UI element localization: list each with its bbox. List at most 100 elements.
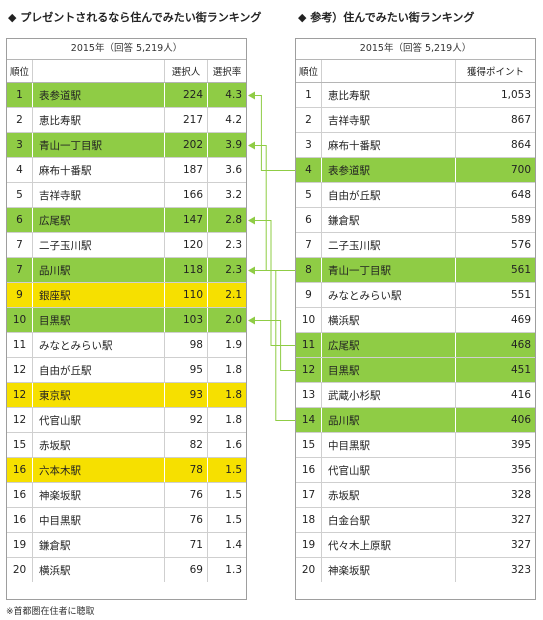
table-row: 7 二子玉川駅 576: [296, 233, 535, 258]
points-cell: 323: [510, 564, 531, 576]
left-header-rank: 順位: [7, 60, 33, 82]
station-cell: 代々木上原駅: [322, 533, 456, 557]
rank-cell: 13: [296, 383, 322, 407]
rank-cell: 10: [7, 308, 33, 332]
station-cell: 品川駅: [33, 258, 165, 282]
table-row: 19 鎌倉駅 71 1.4: [7, 533, 246, 558]
rank-cell: 20: [296, 558, 322, 582]
rank-cell: 12: [296, 358, 322, 382]
table-row: 8 青山一丁目駅 561: [296, 258, 535, 283]
rank-cell: 12: [7, 408, 33, 432]
station-cell: 自由が丘駅: [322, 183, 456, 207]
rank-cell: 16: [7, 458, 33, 482]
station-cell: 恵比寿駅: [33, 108, 165, 132]
rate-cell: 3.2: [225, 189, 242, 201]
table-row: 10 目黒駅 103 2.0: [7, 308, 246, 333]
rank-cell: 7: [296, 233, 322, 257]
rank-cell: 16: [7, 508, 33, 532]
rate-cell: 2.8: [225, 214, 242, 226]
table-row: 12 目黒駅 451: [296, 358, 535, 383]
table-row: 14 品川駅 406: [296, 408, 535, 433]
left-rows: 1 表参道駅 224 4.3 2 恵比寿駅 217 4.2 3 青山一丁目駅 202 3.9 4 麻布十番…: [7, 83, 246, 582]
rank-cell: 7: [7, 258, 33, 282]
station-cell: 神楽坂駅: [33, 483, 165, 507]
table-row: 9 みなとみらい駅 551: [296, 283, 535, 308]
rank-cell: 5: [7, 183, 33, 207]
table-row: 3 麻布十番駅 864: [296, 133, 535, 158]
right-year-label: 2015年（回答 5,219人）: [296, 39, 535, 60]
table-row: 20 神楽坂駅 323: [296, 558, 535, 582]
rate-cell: 1.8: [225, 364, 242, 376]
points-cell: 867: [510, 114, 531, 126]
points-cell: 648: [510, 189, 531, 201]
table-row: 5 吉祥寺駅 166 3.2: [7, 183, 246, 208]
people-cell: 224: [165, 83, 208, 107]
rate-cell: 4.2: [225, 114, 242, 126]
points-cell: 576: [510, 239, 531, 251]
rank-cell: 19: [296, 533, 322, 557]
left-header-name: [33, 60, 165, 82]
rank-cell: 9: [7, 283, 33, 307]
station-cell: 銀座駅: [33, 283, 165, 307]
points-cell: 327: [510, 514, 531, 526]
table-row: 6 鎌倉駅 589: [296, 208, 535, 233]
station-cell: 目黒駅: [322, 358, 456, 382]
people-cell: 202: [165, 133, 208, 157]
station-cell: 白金台駅: [322, 508, 456, 532]
footnote: ※首都圏在住者に聴取: [6, 607, 95, 617]
connector-arrowhead: [248, 216, 255, 225]
points-cell: 451: [510, 364, 531, 376]
station-cell: みなとみらい駅: [322, 283, 456, 307]
table-row: 20 横浜駅 69 1.3: [7, 558, 246, 582]
right-panel-title: ◆ 参考）住んでみたい街ランキング: [298, 11, 475, 24]
table-row: 2 恵比寿駅 217 4.2: [7, 108, 246, 133]
rate-cell: 1.8: [225, 389, 242, 401]
table-row: 3 青山一丁目駅 202 3.9: [7, 133, 246, 158]
points-cell: 395: [510, 439, 531, 451]
rate-cell: 2.0: [225, 314, 242, 326]
left-header-row: 順位 選択人 選択率: [7, 60, 246, 83]
points-cell: 561: [510, 264, 531, 276]
rate-cell: 2.1: [225, 289, 242, 301]
rank-cell: 20: [7, 558, 33, 582]
people-cell: 147: [165, 208, 208, 232]
table-row: 18 白金台駅 327: [296, 508, 535, 533]
rank-cell: 15: [7, 433, 33, 457]
people-cell: 187: [165, 158, 208, 182]
left-panel-title: ◆ プレゼントされるなら住んでみたい街ランキング: [8, 11, 262, 24]
connector-arrowhead: [248, 91, 255, 100]
points-cell: 356: [510, 464, 531, 476]
connector-arrowhead: [248, 266, 255, 275]
table-row: 15 赤坂駅 82 1.6: [7, 433, 246, 458]
points-cell: 700: [510, 164, 531, 176]
table-row: 15 中目黒駅 395: [296, 433, 535, 458]
rank-cell: 1: [7, 83, 33, 107]
points-cell: 406: [510, 414, 531, 426]
people-cell: 78: [165, 458, 208, 482]
table-row: 1 恵比寿駅 1,053: [296, 83, 535, 108]
people-cell: 166: [165, 183, 208, 207]
present-ranking-table: 2015年（回答 5,219人） 順位 選択人 選択率 1 表参道駅 224 4.3 2…: [6, 38, 247, 600]
rate-cell: 1.5: [225, 464, 242, 476]
station-cell: 青山一丁目駅: [33, 133, 165, 157]
rank-cell: 9: [296, 283, 322, 307]
rate-cell: 1.5: [225, 514, 242, 526]
table-row: 10 横浜駅 469: [296, 308, 535, 333]
points-cell: 864: [510, 139, 531, 151]
table-row: 16 神楽坂駅 76 1.5: [7, 483, 246, 508]
right-header-row: 順位 獲得ポイント: [296, 60, 535, 83]
points-cell: 551: [510, 289, 531, 301]
rate-cell: 2.3: [225, 239, 242, 251]
rank-cell: 1: [296, 83, 322, 107]
rank-cell: 12: [7, 358, 33, 382]
points-cell: 589: [510, 214, 531, 226]
left-header-people: 選択人: [165, 60, 208, 82]
people-cell: 217: [165, 108, 208, 132]
station-cell: 青山一丁目駅: [322, 258, 456, 282]
points-cell: 468: [510, 339, 531, 351]
station-cell: 恵比寿駅: [322, 83, 456, 107]
rate-cell: 4.3: [225, 89, 242, 101]
rate-cell: 1.6: [225, 439, 242, 451]
table-row: 13 武蔵小杉駅 416: [296, 383, 535, 408]
table-row: 12 自由が丘駅 95 1.8: [7, 358, 246, 383]
